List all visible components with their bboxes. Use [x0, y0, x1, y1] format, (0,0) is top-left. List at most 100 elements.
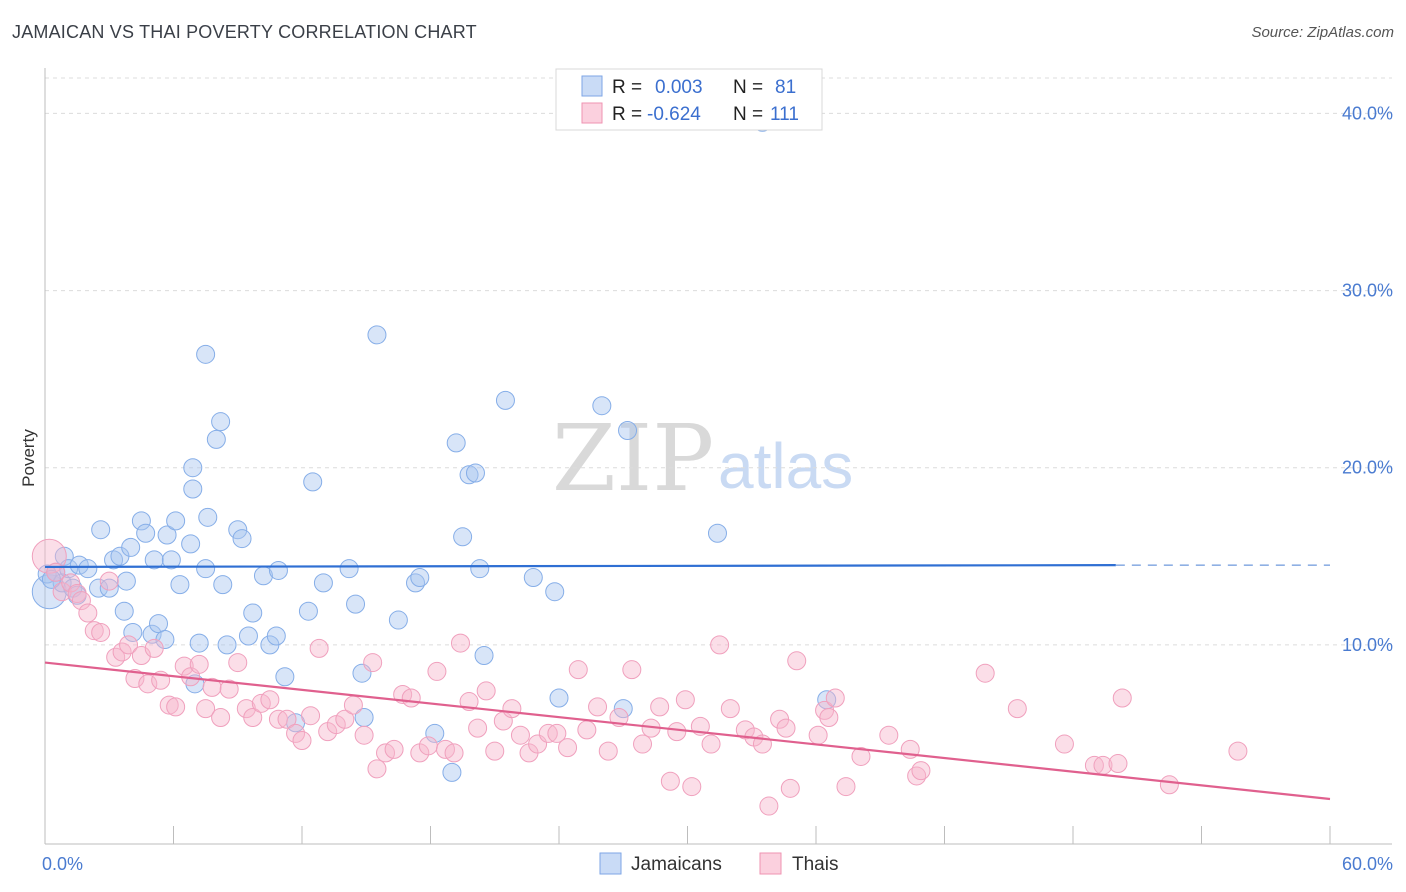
thais-point [787, 651, 807, 671]
jamaicans-point [549, 688, 569, 708]
thais-point [418, 736, 438, 756]
jamaicans-point [446, 433, 466, 453]
thais-point [450, 633, 470, 653]
thais-point [675, 690, 695, 710]
series-jamaicans-points [31, 112, 837, 782]
thais-point [61, 573, 81, 593]
jamaicans-point [31, 574, 67, 610]
jamaicans-point [470, 559, 490, 579]
jamaicans-point [707, 523, 727, 543]
bottom-legend-swatch-jamaicans [599, 852, 622, 875]
source-credit: Source: ZipAtlas.com [1251, 24, 1394, 41]
thais-point [808, 725, 828, 745]
thais-point [363, 653, 383, 673]
jamaicans-point [142, 624, 162, 644]
thais-point [485, 741, 505, 761]
thais-point [502, 699, 522, 719]
jamaicans-point [161, 550, 181, 570]
jamaicans-point [303, 472, 323, 492]
jamaicans-point [545, 582, 565, 602]
legend-swatch-jamaicans [581, 75, 603, 97]
jamaicans-point [149, 614, 169, 634]
thais-point [292, 731, 312, 751]
thais-point [510, 725, 530, 745]
legend-r-label-1: R = [612, 77, 642, 98]
jamaicans-point [618, 421, 638, 441]
series-legend: Jamaicans Thais [599, 852, 838, 875]
jamaicans-point [181, 534, 201, 554]
thais-point [682, 777, 702, 797]
thais-point [260, 690, 280, 710]
jamaicans-point [243, 603, 263, 623]
legend-n-value-1: 81 [775, 77, 796, 98]
thais-point [650, 697, 670, 717]
thais-point [1007, 699, 1027, 719]
axes [44, 68, 1392, 845]
thais-point [633, 734, 653, 754]
thais-point [547, 723, 567, 743]
thais-point [219, 679, 239, 699]
thais-point [384, 739, 404, 759]
trend-lines [44, 564, 1331, 801]
thais-point [1108, 754, 1128, 774]
jamaicans-point [183, 479, 203, 499]
thais-point [243, 707, 263, 727]
jamaicans-point [238, 626, 258, 646]
thais-point [211, 707, 231, 727]
thais-point [776, 718, 796, 738]
jamaicans-point [613, 699, 633, 719]
y-tick-label-10: 10.0% [1342, 635, 1393, 655]
jamaicans-point [217, 635, 237, 655]
chart-title: JAMAICAN VS THAI POVERTY CORRELATION CHA… [12, 22, 477, 42]
thais-point [780, 778, 800, 798]
thais-point [427, 661, 447, 681]
legend-swatch-thais [581, 102, 603, 124]
thais-point [825, 688, 845, 708]
thais-point [196, 699, 216, 719]
jamaicans-point [339, 559, 359, 579]
jamaicans-point [196, 559, 216, 579]
jamaicans-point [104, 550, 124, 570]
legend-r-value-2: -0.624 [647, 104, 701, 125]
jamaicans-point [211, 412, 231, 432]
thais-point [1054, 734, 1074, 754]
thais-point [879, 725, 899, 745]
jamaicans-point [232, 529, 252, 549]
jamaicans-point [346, 594, 366, 614]
thais-point [710, 635, 730, 655]
y-tick-label-20: 20.0% [1342, 458, 1393, 478]
thais-point [759, 796, 779, 816]
jamaicans-point [275, 667, 295, 687]
jamaicans-point [367, 325, 387, 345]
x-tick-label-min: 0.0% [42, 854, 83, 874]
thais-point [598, 741, 618, 761]
thais-point [112, 642, 132, 662]
x-tick-label-max: 60.0% [1342, 854, 1393, 874]
thais-point [286, 723, 306, 743]
thais-point [558, 738, 578, 758]
legend-n-value-2: 111 [770, 104, 799, 125]
trend-line-thais [44, 661, 1331, 801]
thais-point [577, 720, 597, 740]
thais-point [476, 681, 496, 701]
thais-point [468, 718, 488, 738]
thais-point [228, 653, 248, 673]
bottom-legend-label-jamaicans: Jamaicans [631, 854, 722, 875]
jamaicans-point [495, 390, 515, 410]
jamaicans-point [136, 523, 156, 543]
bottom-legend-swatch-thais [759, 852, 782, 875]
jamaicans-point [266, 626, 286, 646]
thais-point [301, 706, 321, 726]
jamaicans-point [183, 458, 203, 478]
thais-point [1159, 775, 1179, 795]
thais-point [119, 635, 139, 655]
watermark-zip: ZIP [552, 405, 714, 512]
thais-point [202, 677, 222, 697]
thais-point [144, 638, 164, 658]
thais-point [354, 725, 374, 745]
trend-line-jamaicans [44, 564, 1116, 569]
thais-point [309, 638, 329, 658]
jamaicans-point [388, 610, 408, 630]
jamaicans-point [313, 573, 333, 593]
